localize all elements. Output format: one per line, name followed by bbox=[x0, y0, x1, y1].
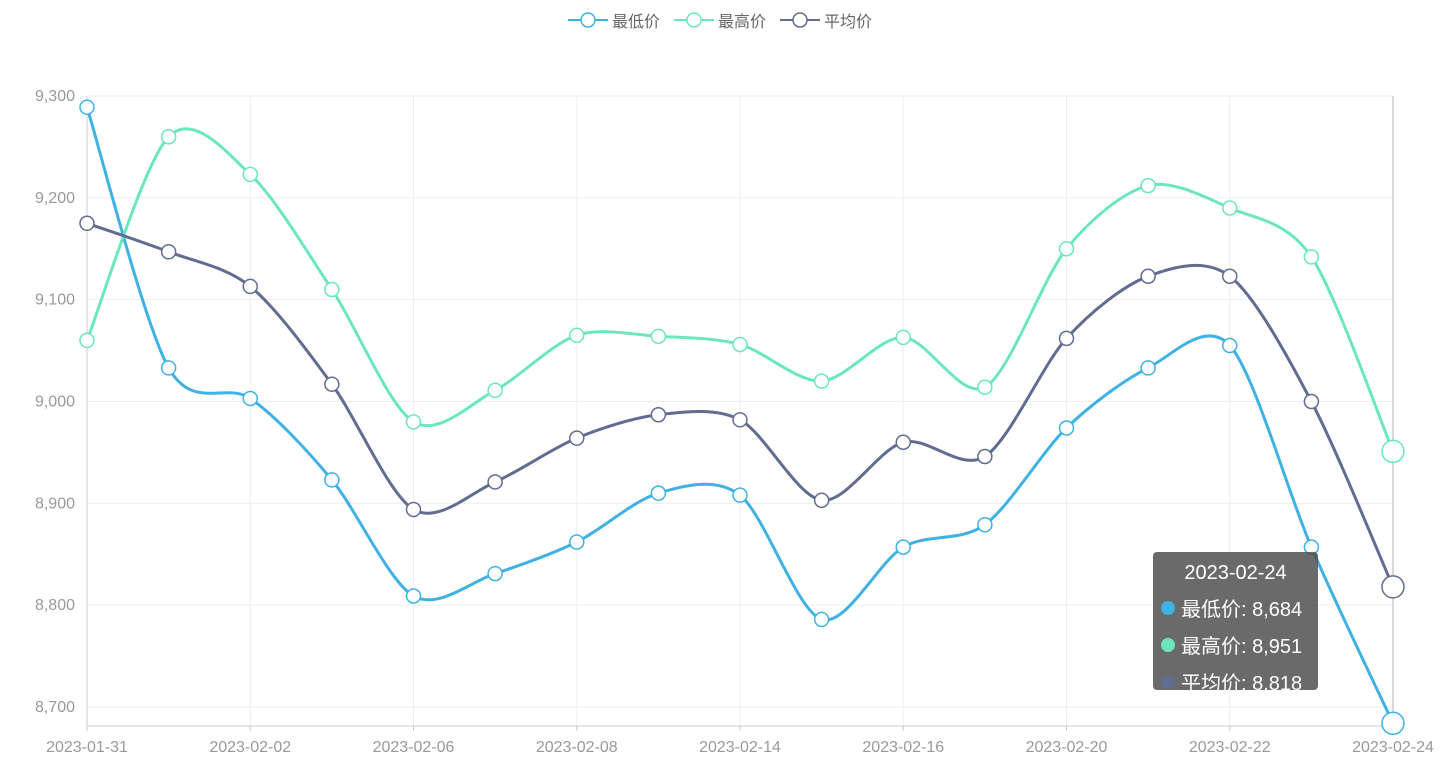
legend-line-circle-icon bbox=[567, 12, 608, 28]
data-point[interactable] bbox=[79, 99, 95, 115]
legend-line-circle-icon bbox=[673, 12, 714, 28]
legend-item-max[interactable]: 最高价 bbox=[673, 8, 766, 32]
series-group bbox=[79, 99, 1405, 736]
data-point[interactable] bbox=[160, 244, 177, 260]
data-point[interactable] bbox=[895, 539, 911, 555]
data-point[interactable] bbox=[977, 448, 993, 465]
x-tick-label: 2023-02-08 bbox=[536, 739, 618, 756]
data-point[interactable] bbox=[569, 534, 585, 550]
x-tick-label: 2023-02-14 bbox=[699, 739, 781, 756]
data-point[interactable] bbox=[79, 215, 95, 232]
series-dot-icon bbox=[1161, 600, 1175, 615]
y-tick-label: 9,000 bbox=[35, 394, 75, 411]
legend-item-min[interactable]: 最低价 bbox=[567, 8, 660, 32]
data-point[interactable] bbox=[324, 281, 340, 298]
x-tick-label: 2023-02-02 bbox=[209, 739, 291, 756]
tooltip-label-min: 最低价: 8,684 bbox=[1181, 599, 1303, 621]
data-point[interactable] bbox=[324, 376, 340, 392]
axes: 9,300 9,200 9,100 9,000 8,900 8,800 8,700 2023-… bbox=[35, 88, 1434, 756]
data-point[interactable] bbox=[732, 412, 748, 428]
legend-line-circle-icon bbox=[780, 12, 820, 28]
data-point[interactable] bbox=[569, 430, 585, 446]
tooltip: 2023-02-24 最低价: 8,684 最高价: 8,951 平均价: 8,… bbox=[1153, 552, 1318, 695]
data-point[interactable] bbox=[242, 166, 258, 183]
data-point[interactable] bbox=[1140, 268, 1156, 284]
x-tick-label: 2023-01-31 bbox=[46, 739, 128, 756]
data-point[interactable] bbox=[1058, 241, 1075, 257]
series-line bbox=[85, 106, 1395, 724]
x-tick-label: 2023-02-24 bbox=[1352, 739, 1434, 756]
data-point[interactable] bbox=[487, 565, 503, 582]
tooltip-row-max: 最高价: 8,951 bbox=[1161, 630, 1318, 659]
y-tick-label: 8,700 bbox=[35, 699, 75, 716]
y-tick-label: 8,900 bbox=[35, 495, 75, 512]
y-tick-label: 9,300 bbox=[35, 88, 75, 105]
data-point[interactable] bbox=[569, 327, 585, 344]
data-point[interactable] bbox=[1058, 330, 1075, 347]
tooltip-row-avg: 平均价: 8,818 bbox=[1161, 667, 1318, 696]
x-tick-label: 2023-02-20 bbox=[1026, 739, 1108, 756]
data-point[interactable] bbox=[1222, 200, 1238, 216]
legend: 最低价 最高价 平均价 bbox=[0, 8, 1440, 32]
data-point[interactable] bbox=[405, 501, 422, 518]
data-point[interactable] bbox=[895, 434, 911, 450]
data-point[interactable] bbox=[1381, 439, 1405, 464]
data-point[interactable] bbox=[1303, 393, 1320, 410]
y-tick-label: 8,800 bbox=[35, 597, 75, 614]
data-point[interactable] bbox=[1381, 575, 1405, 599]
data-point[interactable] bbox=[977, 379, 993, 395]
data-point[interactable] bbox=[650, 485, 667, 501]
data-point[interactable] bbox=[160, 360, 177, 376]
series-dot-icon bbox=[1161, 637, 1175, 652]
legend-label-min: 最低价 bbox=[611, 14, 660, 31]
x-tick-label: 2023-02-06 bbox=[373, 739, 455, 756]
data-point[interactable] bbox=[1303, 249, 1320, 265]
data-point[interactable] bbox=[813, 492, 830, 509]
data-point[interactable] bbox=[487, 474, 503, 490]
data-point[interactable] bbox=[1140, 360, 1156, 376]
series-line bbox=[86, 221, 1395, 588]
data-point[interactable] bbox=[1222, 268, 1238, 284]
data-point[interactable] bbox=[405, 588, 422, 604]
data-point[interactable] bbox=[79, 332, 95, 349]
data-point[interactable] bbox=[813, 611, 830, 628]
legend-label-max: 最高价 bbox=[717, 14, 766, 31]
data-point[interactable] bbox=[732, 336, 748, 353]
legend-item-avg[interactable]: 平均价 bbox=[780, 8, 872, 32]
x-tick-label: 2023-02-22 bbox=[1189, 739, 1271, 756]
data-point[interactable] bbox=[405, 414, 422, 430]
data-point[interactable] bbox=[977, 516, 993, 533]
tooltip-date: 2023-02-24 bbox=[1184, 562, 1287, 584]
data-point[interactable] bbox=[242, 390, 258, 407]
y-tick-label: 9,200 bbox=[35, 190, 75, 207]
data-point[interactable] bbox=[650, 406, 667, 423]
data-point[interactable] bbox=[487, 382, 503, 399]
data-point[interactable] bbox=[1381, 711, 1405, 736]
data-point[interactable] bbox=[1058, 420, 1075, 436]
data-point[interactable] bbox=[813, 373, 830, 389]
data-point[interactable] bbox=[732, 487, 748, 503]
data-point[interactable] bbox=[650, 328, 667, 345]
data-point[interactable] bbox=[324, 472, 340, 488]
data-point[interactable] bbox=[160, 128, 177, 145]
y-tick-label: 9,100 bbox=[35, 292, 75, 309]
data-point[interactable] bbox=[242, 278, 258, 295]
tooltip-row-min: 最低价: 8,684 bbox=[1161, 593, 1318, 622]
series-dot-icon bbox=[1161, 674, 1175, 689]
legend-label-avg: 平均价 bbox=[824, 14, 873, 31]
x-tick-label: 2023-02-16 bbox=[862, 739, 944, 756]
tooltip-label-avg: 平均价: 8,818 bbox=[1181, 673, 1303, 695]
data-point[interactable] bbox=[1140, 177, 1156, 194]
data-point[interactable] bbox=[1222, 337, 1238, 354]
data-point[interactable] bbox=[895, 329, 911, 346]
tooltip-label-max: 最高价: 8,951 bbox=[1181, 636, 1303, 658]
